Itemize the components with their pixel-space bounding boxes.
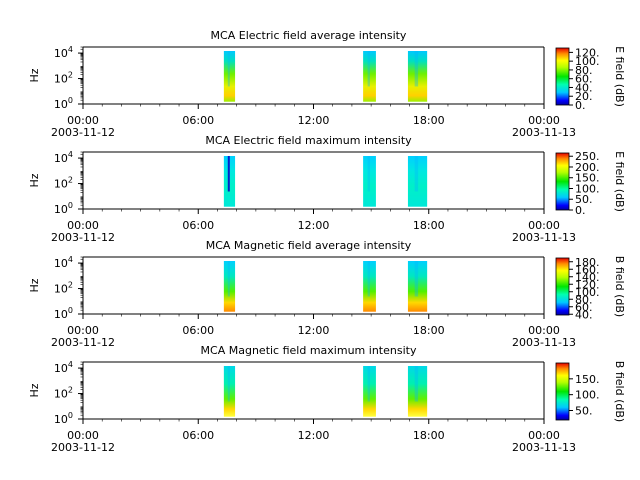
colorbar-tick-label: 100. [575, 389, 600, 402]
x-tick-label: 12:00 [298, 429, 330, 442]
y-tick-label: 100 [54, 306, 73, 321]
colorbar-label: E field (dB) [613, 151, 626, 212]
colorbar-tick-label: 150. [575, 373, 600, 386]
colorbar-tick-label: 50. [575, 405, 593, 418]
y-tick-exponent: 4 [68, 360, 73, 369]
x-date-label: 2003-11-12 [51, 126, 115, 139]
colorbar [556, 153, 569, 210]
y-axis-label: Hz [28, 173, 41, 187]
y-tick-label: 102 [54, 176, 73, 191]
colorbar-label: B field (dB) [613, 256, 626, 317]
y-tick-exponent: 0 [68, 411, 73, 420]
colorbar-label: E field (dB) [613, 46, 626, 107]
y-tick-label: 104 [54, 255, 73, 270]
y-tick-exponent: 2 [68, 386, 73, 395]
x-tick-label: 12:00 [298, 114, 330, 127]
y-tick-exponent: 0 [68, 201, 73, 210]
x-date-label: 2003-11-13 [512, 336, 576, 349]
y-tick-exponent: 4 [68, 255, 73, 264]
y-tick-exponent: 2 [68, 176, 73, 185]
spectrogram-panel: MCA Electric field maximum intensity 100 1… [28, 134, 626, 244]
y-tick-label: 100 [54, 96, 73, 111]
chart-title: MCA Magnetic field average intensity [206, 239, 412, 252]
spectrogram-streak [228, 366, 230, 401]
y-tick-exponent: 2 [68, 71, 73, 80]
x-tick-label: 18:00 [413, 324, 445, 337]
y-tick-exponent: 4 [68, 45, 73, 54]
spectrogram-panel: MCA Magnetic field average intensity 100 1… [28, 239, 626, 349]
y-axis-label: Hz [28, 383, 41, 397]
colorbar [556, 258, 569, 315]
colorbar [556, 363, 569, 420]
chart-title: MCA Electric field average intensity [211, 29, 407, 42]
chart-title: MCA Magnetic field maximum intensity [201, 344, 417, 357]
y-tick-exponent: 0 [68, 96, 73, 105]
spectrogram-streak [415, 366, 418, 401]
y-axis-label: Hz [28, 278, 41, 292]
x-tick-label: 12:00 [298, 219, 330, 232]
colorbar [556, 48, 569, 105]
chart-title: MCA Electric field maximum intensity [205, 134, 412, 147]
x-date-label: 2003-11-13 [512, 441, 576, 454]
spectrogram-streak [415, 51, 418, 86]
y-tick-label: 100 [54, 411, 73, 426]
spectrogram-streak [228, 156, 230, 191]
x-date-label: 2003-11-13 [512, 126, 576, 139]
x-tick-label: 06:00 [182, 324, 214, 337]
y-tick-label: 104 [54, 150, 73, 165]
x-tick-label: 06:00 [182, 429, 214, 442]
spectrogram-streak [368, 261, 370, 296]
y-tick-exponent: 4 [68, 150, 73, 159]
x-tick-label: 06:00 [182, 219, 214, 232]
y-tick-exponent: 2 [68, 281, 73, 290]
colorbar-label: B field (dB) [613, 361, 626, 422]
spectrogram-streak [415, 261, 418, 296]
spectrogram-streak [228, 51, 230, 86]
spectrogram-streak [368, 51, 370, 86]
spectrogram-streak [368, 156, 370, 191]
y-tick-label: 102 [54, 71, 73, 86]
x-date-label: 2003-11-12 [51, 231, 115, 244]
x-date-label: 2003-11-12 [51, 336, 115, 349]
spectrogram-streak [368, 366, 370, 401]
colorbar-tick-label: 120. [575, 46, 600, 59]
y-tick-label: 104 [54, 45, 73, 60]
x-tick-label: 18:00 [413, 219, 445, 232]
spectrogram-streak [228, 261, 230, 296]
y-tick-label: 102 [54, 281, 73, 296]
y-tick-label: 102 [54, 386, 73, 401]
y-tick-label: 100 [54, 201, 73, 216]
spectrogram-panel: MCA Electric field average intensity 100 1… [28, 29, 626, 139]
x-tick-label: 06:00 [182, 114, 214, 127]
spectrogram-streak [415, 156, 418, 191]
y-tick-label: 104 [54, 360, 73, 375]
x-tick-label: 18:00 [413, 114, 445, 127]
colorbar-tick-label: 180. [575, 256, 600, 269]
x-tick-label: 12:00 [298, 324, 330, 337]
colorbar-tick-label: 250. [575, 150, 600, 163]
x-date-label: 2003-11-12 [51, 441, 115, 454]
x-date-label: 2003-11-13 [512, 231, 576, 244]
y-axis-label: Hz [28, 68, 41, 82]
spectrogram-panel: MCA Magnetic field maximum intensity 100 1… [28, 344, 626, 454]
x-tick-label: 18:00 [413, 429, 445, 442]
y-tick-exponent: 0 [68, 306, 73, 315]
